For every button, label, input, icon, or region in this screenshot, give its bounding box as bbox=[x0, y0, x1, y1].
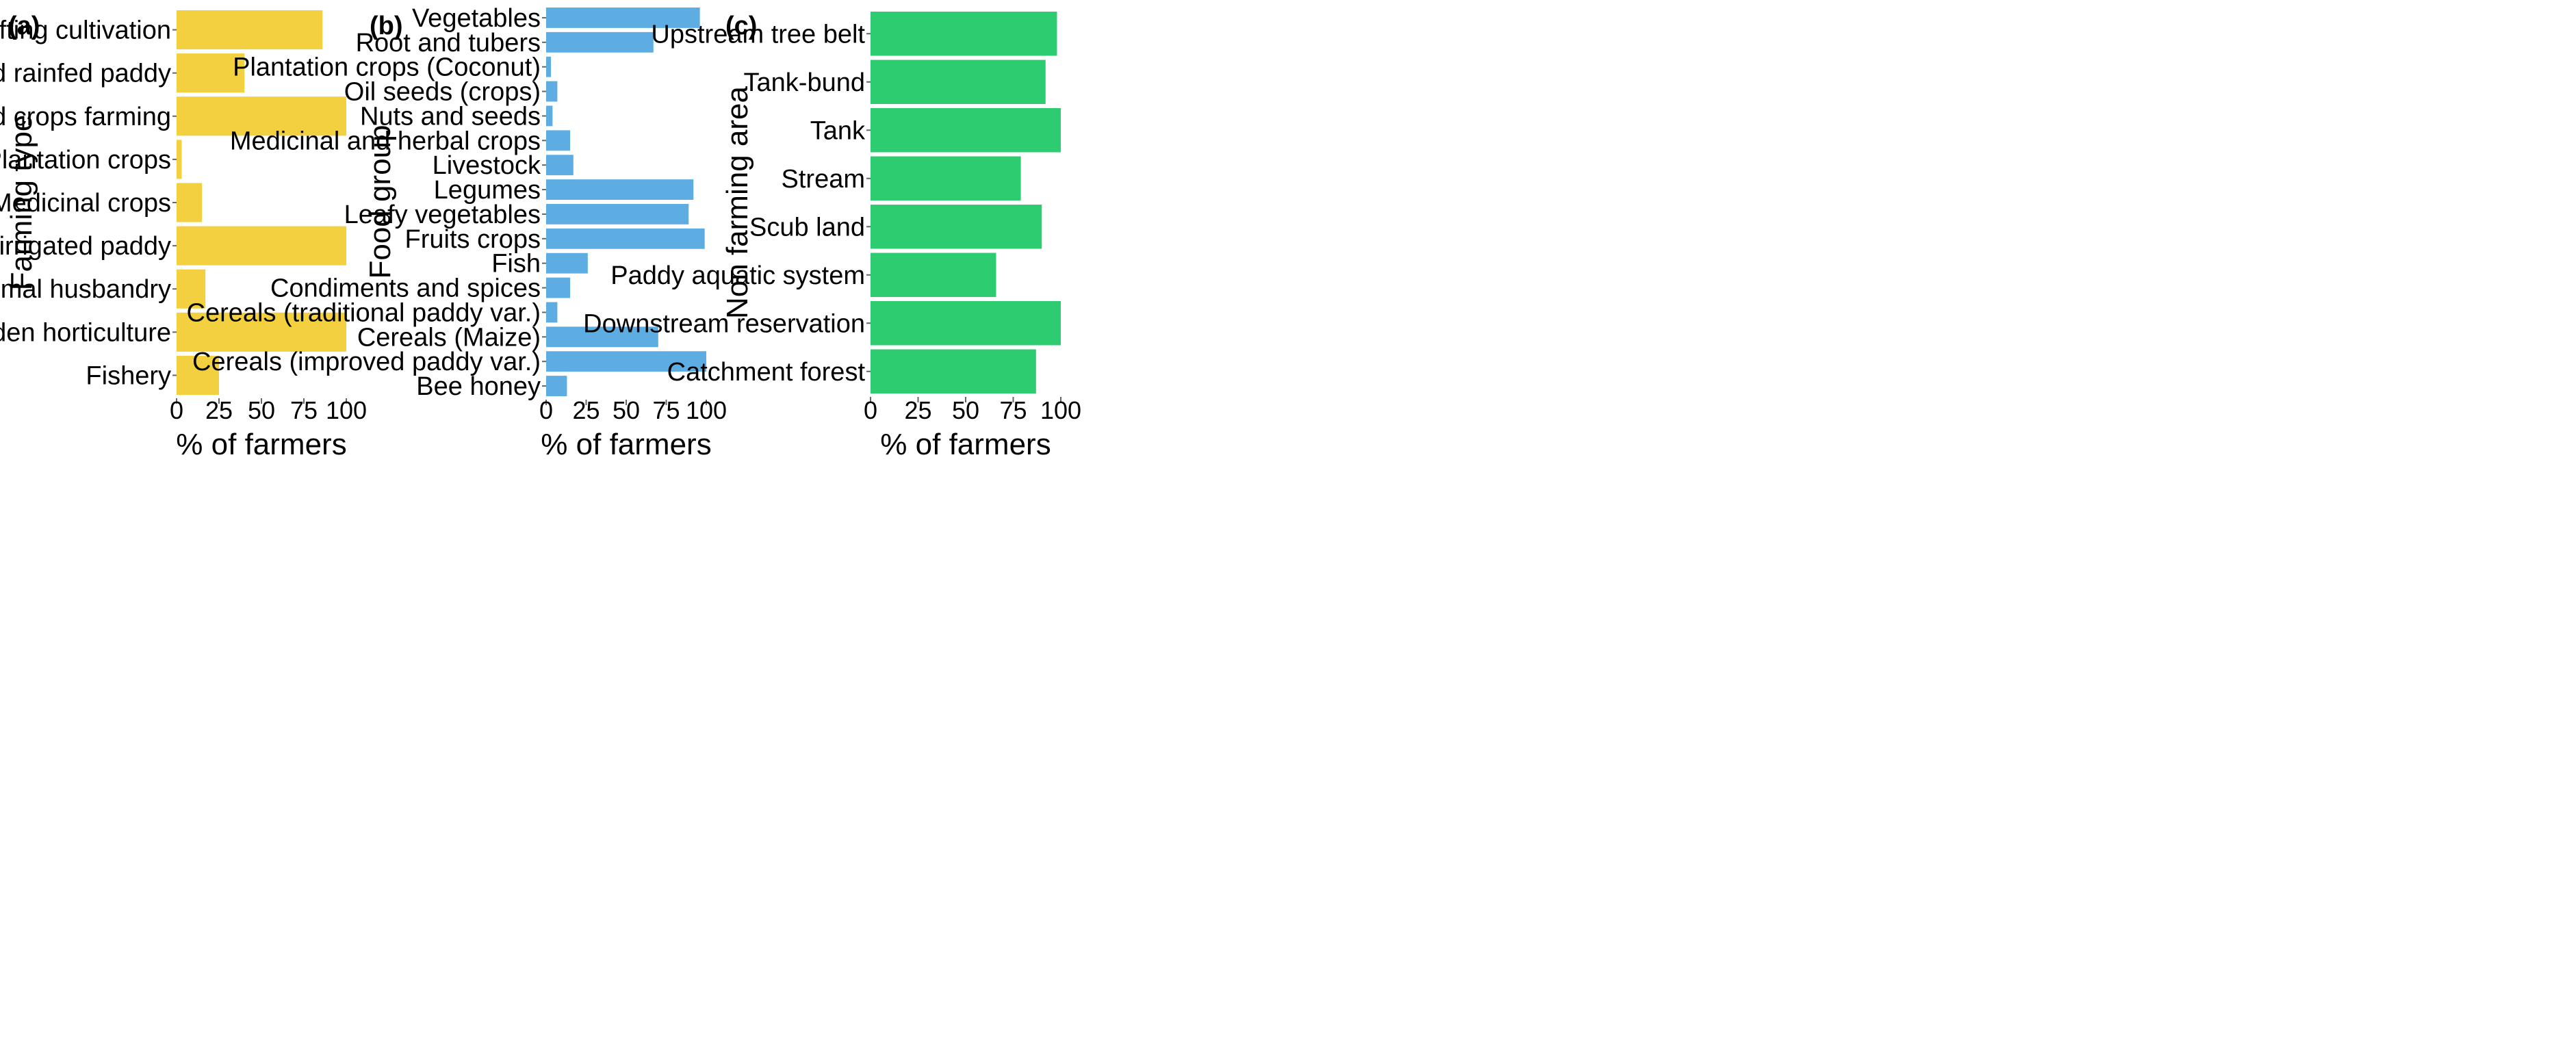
bar bbox=[871, 156, 1021, 201]
category-label: Seasonal field crops farming bbox=[0, 103, 171, 131]
category-label: Medicinal crops bbox=[0, 189, 171, 218]
x-tick-label: 0 bbox=[539, 396, 553, 424]
bar bbox=[546, 130, 571, 151]
category-label: Lowland irrigated paddy bbox=[0, 232, 171, 261]
x-tick-label: 100 bbox=[1040, 396, 1081, 424]
category-label: Vegetables bbox=[412, 4, 541, 33]
bar bbox=[546, 8, 700, 28]
bar bbox=[177, 53, 245, 93]
x-tick-label: 75 bbox=[290, 396, 318, 424]
x-tick-label: 25 bbox=[205, 396, 233, 424]
x-tick-label: 100 bbox=[326, 396, 367, 424]
category-label: Plantation crops (Coconut) bbox=[233, 53, 541, 82]
bar bbox=[546, 326, 658, 348]
bar bbox=[546, 277, 571, 298]
x-tick-label: 25 bbox=[904, 396, 931, 424]
x-tick-label: 50 bbox=[952, 396, 979, 424]
x-tick-label: 100 bbox=[686, 396, 727, 424]
category-label: Cereals (traditional paddy var.) bbox=[187, 298, 541, 327]
bar bbox=[546, 351, 706, 372]
category-label: Downstream reservation bbox=[583, 309, 865, 338]
category-label: Home garden horticulture bbox=[0, 318, 171, 347]
category-label: Upstream tree belt bbox=[651, 20, 865, 49]
category-label: Cereals (improved paddy var.) bbox=[192, 348, 541, 376]
x-axis-title: % of farmers bbox=[176, 428, 346, 461]
category-label: Livestock bbox=[433, 151, 541, 180]
panel-label: (a) bbox=[8, 12, 40, 40]
category-label: Bee honey bbox=[416, 372, 541, 401]
bar bbox=[177, 140, 182, 179]
category-label: Catchment forest bbox=[667, 358, 866, 387]
category-label: Root and tubers bbox=[356, 29, 541, 57]
category-label: Nuts and seeds bbox=[360, 102, 541, 131]
category-label: Fruits crops bbox=[405, 225, 541, 254]
bar bbox=[177, 10, 323, 50]
category-label: Stream bbox=[782, 165, 865, 194]
panel-label: (b) bbox=[370, 12, 403, 40]
y-axis-title: Farming type bbox=[5, 115, 38, 291]
category-label: Leafy vegetables bbox=[344, 201, 541, 229]
bar bbox=[546, 228, 705, 249]
category-label: Upland shifting cultivation bbox=[0, 16, 171, 45]
bar bbox=[177, 312, 346, 352]
bar bbox=[546, 81, 558, 102]
bar bbox=[871, 205, 1042, 249]
panel-label: (c) bbox=[725, 12, 757, 40]
x-tick-label: 50 bbox=[248, 396, 275, 424]
bar bbox=[177, 355, 219, 395]
x-tick-label: 75 bbox=[999, 396, 1027, 424]
category-label: Condiments and spices bbox=[270, 274, 541, 303]
bar bbox=[177, 96, 346, 136]
panel-c: (c)Upstream tree belt Tank-bund Tank Stream… bbox=[583, 12, 1081, 461]
category-label: Tank bbox=[810, 116, 866, 145]
category-label: Upland rainfed paddy bbox=[0, 60, 171, 88]
panel-a: (a)Upland shifting cultivation Upland rai… bbox=[0, 10, 367, 461]
bar bbox=[871, 108, 1061, 153]
category-label: Fishery bbox=[86, 361, 171, 390]
x-tick-label: 50 bbox=[613, 396, 640, 424]
category-label: Scub land bbox=[749, 213, 865, 242]
x-axis-title: % of farmers bbox=[541, 428, 711, 461]
bar bbox=[546, 179, 694, 200]
category-label: Livestock/animal husbandry bbox=[0, 275, 171, 304]
category-label: Oil seeds (crops) bbox=[344, 78, 541, 107]
category-label: Tank-bund bbox=[744, 68, 865, 97]
bar bbox=[546, 302, 558, 323]
bar bbox=[177, 226, 346, 266]
bar bbox=[177, 269, 206, 309]
bar bbox=[546, 105, 553, 127]
bar bbox=[871, 12, 1057, 56]
bar bbox=[546, 31, 654, 53]
category-label: Medicinal and herbal crops bbox=[230, 127, 541, 155]
bar bbox=[546, 253, 588, 274]
category-label: Paddy aquatic system bbox=[610, 261, 865, 290]
y-axis-title: Food group bbox=[363, 125, 397, 279]
bar bbox=[177, 183, 203, 222]
x-tick-label: 0 bbox=[864, 396, 877, 424]
y-axis-title: Non farming area bbox=[721, 86, 754, 319]
x-axis-title: % of farmers bbox=[880, 428, 1051, 461]
bar bbox=[871, 301, 1061, 346]
x-tick-label: 0 bbox=[170, 396, 183, 424]
category-label: Legumes bbox=[434, 176, 541, 205]
bar bbox=[546, 376, 567, 396]
category-label: Fish bbox=[491, 250, 541, 279]
category-label: Cereals (Maize) bbox=[357, 323, 541, 352]
category-label: Plantation crops bbox=[0, 146, 171, 174]
bar bbox=[546, 56, 552, 77]
bar bbox=[546, 204, 689, 224]
x-tick-label: 75 bbox=[652, 396, 680, 424]
bar bbox=[546, 155, 574, 176]
bar bbox=[871, 253, 996, 297]
bar bbox=[871, 349, 1036, 393]
bar bbox=[871, 60, 1046, 104]
x-tick-label: 25 bbox=[572, 396, 600, 424]
